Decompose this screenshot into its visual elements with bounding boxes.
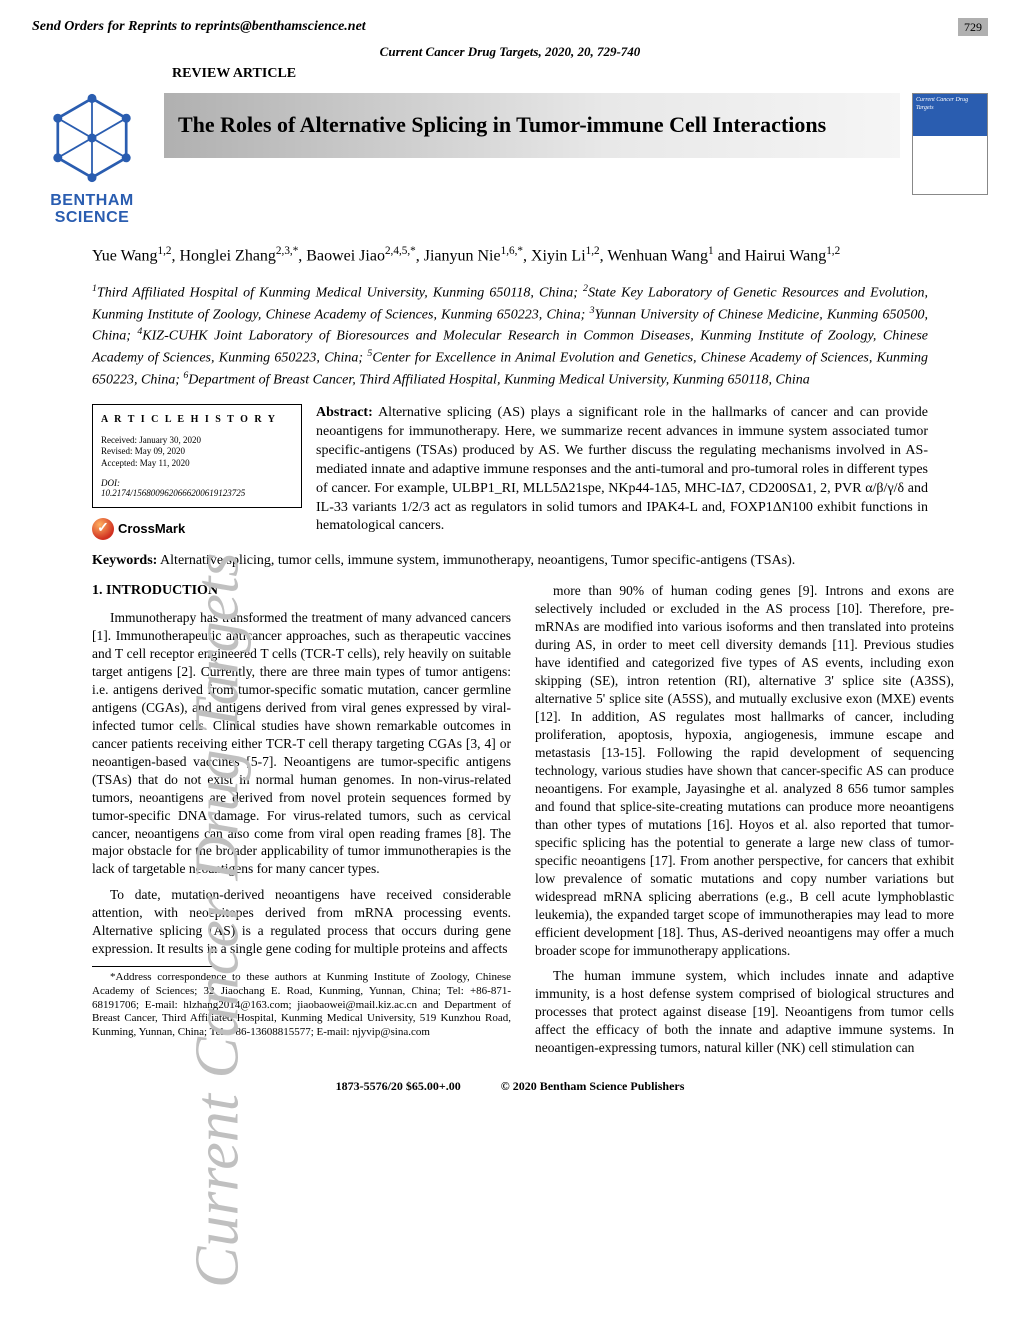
left-column: 1. INTRODUCTION Immunotherapy has transf… — [92, 582, 511, 1065]
issn-price: 1873-5576/20 $65.00+.00 — [336, 1079, 461, 1095]
intro-heading: 1. INTRODUCTION — [92, 582, 511, 601]
history-dates: Received: January 30, 2020 Revised: May … — [101, 435, 293, 470]
journal-watermark: Current Cancer Drug Targets — [177, 553, 258, 1288]
intro-para-1: Immunotherapy has transformed the treatm… — [92, 609, 511, 878]
bentham-hex-icon — [47, 93, 137, 183]
doi-block: DOI: 10.2174/1568009620666200619123725 — [101, 478, 293, 500]
cover-title-text: Current Cancer Drug Targets — [913, 94, 987, 138]
crossmark-label: CrossMark — [118, 521, 185, 538]
abstract-text: Abstract: Alternative splicing (AS) play… — [316, 404, 928, 540]
article-type-label: REVIEW ARTICLE — [172, 65, 988, 83]
correspondence-footnote: *Address correspondence to these authors… — [92, 971, 511, 1040]
accepted-date: Accepted: May 11, 2020 — [101, 458, 293, 470]
publisher-logo-block: BENTHAM SCIENCE — [32, 93, 152, 227]
publisher-name-1: BENTHAM — [32, 193, 152, 210]
crossmark-badge[interactable]: ✓ CrossMark — [92, 518, 302, 540]
history-col: A R T I C L E H I S T O R Y Received: Ja… — [92, 404, 302, 540]
page-number: 729 — [958, 18, 988, 36]
reprints-line: Send Orders for Reprints to reprints@ben… — [32, 18, 366, 36]
title-header-block: BENTHAM SCIENCE The Roles of Alternative… — [32, 93, 988, 227]
journal-cover-thumbnail: Current Cancer Drug Targets — [912, 93, 988, 195]
article-title: The Roles of Alternative Splicing in Tum… — [164, 93, 900, 158]
author-list: Yue Wang1,2, Honglei Zhang2,3,*, Baowei … — [92, 243, 928, 268]
article-history-box: A R T I C L E H I S T O R Y Received: Ja… — [92, 404, 302, 508]
intro-para-2: To date, mutation-derived neoantigens ha… — [92, 886, 511, 958]
top-bar: Send Orders for Reprints to reprints@ben… — [32, 18, 988, 36]
right-para-1: more than 90% of human coding genes [9].… — [535, 582, 954, 959]
page-footer: 1873-5576/20 $65.00+.00 © 2020 Bentham S… — [32, 1079, 988, 1095]
received-date: Received: January 30, 2020 — [101, 435, 293, 447]
revised-date: Revised: May 09, 2020 — [101, 446, 293, 458]
journal-citation: Current Cancer Drug Targets, 2020, 20, 7… — [32, 44, 988, 61]
affiliation-list: 1Third Affiliated Hospital of Kunming Me… — [92, 282, 928, 390]
right-para-2: The human immune system, which includes … — [535, 967, 954, 1057]
history-title: A R T I C L E H I S T O R Y — [101, 413, 293, 427]
publisher-name-2: SCIENCE — [32, 210, 152, 227]
crossmark-icon: ✓ — [92, 518, 114, 540]
right-column: more than 90% of human coding genes [9].… — [535, 582, 954, 1065]
doi-value: 10.2174/1568009620666200619123725 — [101, 488, 245, 498]
doi-label: DOI: — [101, 478, 120, 488]
copyright-line: © 2020 Bentham Science Publishers — [501, 1079, 685, 1095]
history-and-abstract: A R T I C L E H I S T O R Y Received: Ja… — [92, 404, 928, 540]
